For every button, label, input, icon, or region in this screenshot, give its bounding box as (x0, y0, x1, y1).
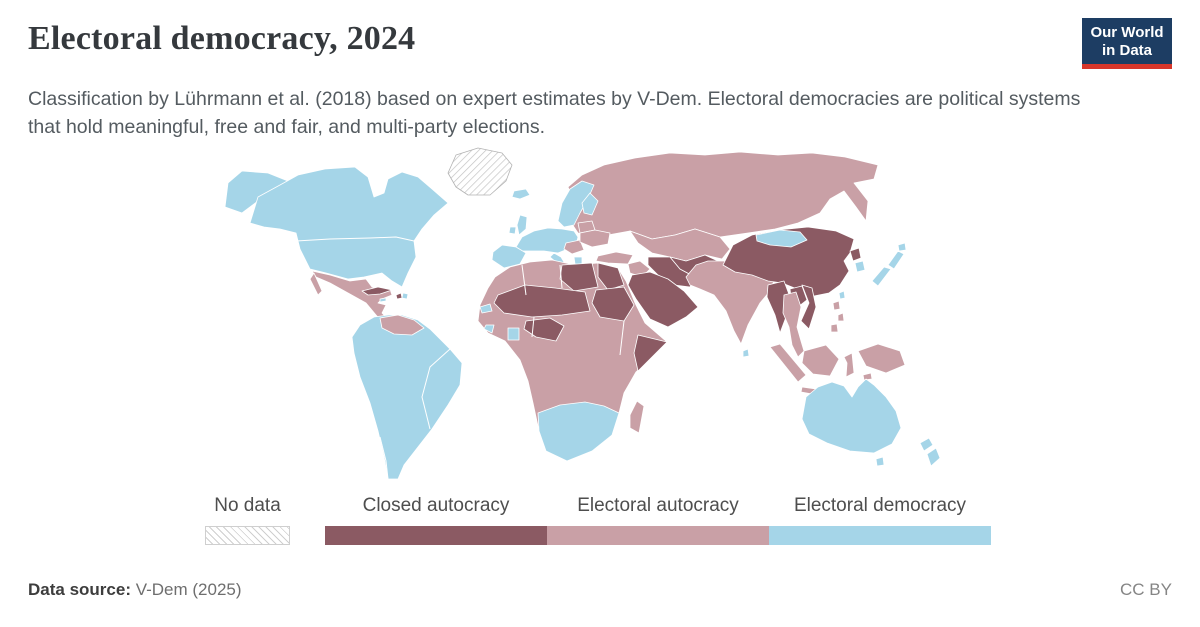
legend-swatch-closed-autocracy[interactable] (325, 526, 547, 545)
region-new-zealand-south[interactable] (926, 447, 941, 467)
region-scandinavia[interactable] (557, 180, 595, 228)
region-venezuela[interactable] (379, 314, 425, 336)
region-tasmania[interactable] (875, 456, 885, 467)
region-new-guinea[interactable] (857, 343, 906, 374)
region-iberia[interactable] (491, 244, 527, 269)
legend-label-electoral-autocracy: Electoral autocracy (577, 495, 739, 516)
legend-swatch-electoral-democracy[interactable] (769, 526, 991, 545)
page-title: Electoral democracy, 2024 (28, 20, 416, 57)
region-taiwan[interactable] (838, 290, 846, 300)
owid-logo[interactable]: Our World in Data (1082, 18, 1172, 70)
region-iceland[interactable] (511, 188, 531, 200)
region-indonesia-sumatra[interactable] (769, 343, 807, 383)
region-sahel[interactable] (493, 284, 591, 318)
region-jamaica[interactable] (379, 297, 387, 303)
region-canada-usa[interactable] (249, 166, 449, 288)
region-new-zealand-north[interactable] (919, 437, 934, 452)
region-central-africa[interactable] (523, 317, 565, 342)
region-australia[interactable] (801, 378, 902, 454)
legend-item-electoral-autocracy: Electoral autocracy (547, 495, 769, 545)
region-dominican-republic[interactable] (401, 292, 409, 300)
region-somalia[interactable] (633, 334, 668, 372)
region-liberia[interactable] (483, 324, 495, 334)
region-cuba[interactable] (361, 286, 393, 296)
region-southern-africa[interactable] (537, 401, 620, 462)
legend-label-no-data: No data (214, 495, 281, 516)
legend-swatch-no-data[interactable] (205, 526, 290, 545)
owid-logo-red-bar (1082, 64, 1172, 70)
world-map-svg[interactable] (130, 145, 1070, 490)
country-borders (295, 236, 625, 480)
region-ukraine[interactable] (579, 229, 611, 248)
region-united-kingdom[interactable] (516, 214, 528, 236)
region-mongolia[interactable] (755, 229, 808, 248)
region-myanmar[interactable] (766, 280, 791, 334)
region-balkans[interactable] (563, 239, 585, 255)
data-source-label: Data source: (28, 580, 131, 599)
region-indonesia-maluku[interactable] (862, 372, 873, 381)
region-philippines[interactable] (830, 323, 839, 333)
region-libya[interactable] (559, 262, 599, 292)
owid-logo-line1: Our World (1090, 24, 1164, 41)
legend-label-electoral-democracy: Electoral democracy (793, 495, 967, 516)
region-japan[interactable] (871, 266, 892, 287)
region-madagascar[interactable] (629, 400, 645, 434)
region-japan-hokkaido[interactable] (897, 242, 907, 252)
region-vietnam[interactable] (800, 284, 817, 330)
region-haiti[interactable] (395, 292, 403, 300)
footer: Data source: V-Dem (2025) CC BY (28, 580, 1172, 600)
region-finland[interactable] (581, 192, 599, 216)
region-indonesia-sulawesi[interactable] (843, 352, 855, 378)
owid-logo-line2: in Data (1101, 41, 1152, 59)
region-central-asia[interactable] (629, 228, 731, 262)
region-philippines[interactable] (832, 300, 841, 311)
data-source-value: V-Dem (2025) (135, 580, 242, 599)
region-sri-lanka[interactable] (742, 348, 750, 358)
legend-item-no-data: No data (205, 495, 290, 545)
region-india-pakistan[interactable] (685, 260, 776, 345)
region-baja-california[interactable] (309, 272, 323, 296)
region-arabia[interactable] (627, 271, 699, 328)
region-turkey[interactable] (595, 251, 634, 265)
region-north-korea[interactable] (849, 247, 862, 262)
region-ireland[interactable] (508, 226, 517, 235)
region-ghana[interactable] (507, 327, 520, 341)
region-south-america[interactable] (351, 314, 463, 480)
legend-label-closed-autocracy: Closed autocracy (362, 495, 510, 516)
legend-swatch-electoral-autocracy[interactable] (547, 526, 769, 545)
region-japan[interactable] (887, 250, 905, 270)
region-south-korea[interactable] (854, 260, 866, 273)
region-indonesia-borneo[interactable] (801, 344, 840, 377)
region-russia[interactable] (567, 151, 879, 240)
region-senegal[interactable] (479, 303, 493, 314)
data-source: Data source: V-Dem (2025) (28, 580, 242, 600)
license-badge[interactable]: CC BY (1120, 580, 1172, 599)
legend-item-electoral-democracy: Electoral democracy (769, 495, 991, 545)
chart-subtitle: Classification by Lührmann et al. (2018)… (28, 88, 1081, 138)
region-philippines[interactable] (837, 312, 845, 322)
region-china[interactable] (722, 226, 855, 297)
legend-item-closed-autocracy: Closed autocracy (325, 495, 547, 545)
region-greenland[interactable] (447, 147, 513, 196)
world-map[interactable] (130, 145, 1070, 490)
